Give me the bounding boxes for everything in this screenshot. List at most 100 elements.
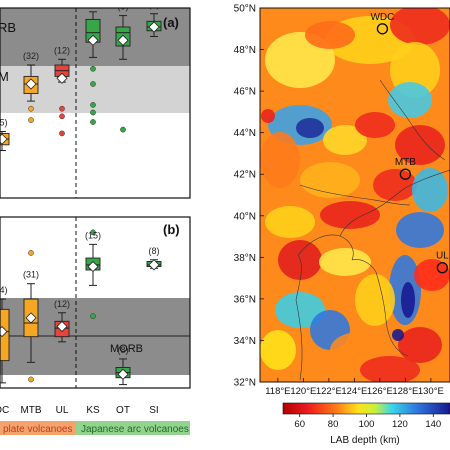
lab-anomaly [398,327,442,363]
box-ot: (9) [115,8,131,133]
station-label: MTB [395,157,416,168]
x-tick-label: 128°E [392,386,418,397]
mean-marker [117,34,129,46]
lab-anomaly [265,206,315,238]
mean-marker [0,326,8,338]
lab-anomaly [360,356,420,382]
box-ul: (12) [54,299,70,343]
legend-strip-intraplate [0,421,76,435]
n-label: (15) [85,230,101,240]
lab-anomaly [278,240,322,280]
lab-anomaly [323,125,367,155]
outlier-point [28,376,34,383]
n-label: (5) [0,118,8,128]
n-label: (32) [23,51,39,61]
box-si: (8) [146,246,162,271]
band-label-morb: MORB [110,343,143,355]
n-label: (18) [85,0,101,8]
band-label-rb: RB [0,20,16,35]
map-frame [259,7,450,383]
lab-anomaly [388,82,432,118]
lab-anomaly [401,282,415,318]
outlier-point [90,102,96,108]
box-mtb: (31) [23,250,39,383]
outlier-point [59,105,65,112]
colorbar [282,402,450,415]
outlier-point [28,117,34,123]
outlier-point [28,105,34,112]
box-dc: (5) [0,118,10,151]
mean-marker [148,21,160,33]
y-tick-label: 36°N [234,294,256,305]
lab-anomaly [414,259,450,291]
cb-tick-label: 60 [294,419,305,430]
station-label: WDC [370,12,394,23]
y-tick-label: 46°N [234,87,256,98]
outlier-point [120,126,126,133]
mean-marker [25,312,37,324]
n-label: (12) [54,299,70,309]
coastline [379,79,446,161]
x-tick-label: KS [86,405,100,416]
panel-label-b: (b) [163,222,180,237]
colorbar-ticks: 60 80 100 120 140 [294,414,441,430]
outlier-point [90,119,96,125]
x-tick-label: 120°E [290,386,316,397]
n-label: (8) [149,246,160,256]
lab-depth-map: WDC MTB UL [260,8,450,382]
n-label: (8) [149,0,160,10]
x-tick-label: 126°E [367,386,393,397]
n-label: (8) [118,345,129,355]
outlier-point [90,109,96,116]
n-label: (31) [23,270,39,280]
legend-arc-label: Japanese arc volcanoes [81,424,189,435]
lab-anomaly [260,330,296,370]
box-dc: (4) [0,285,10,384]
box-ul: (12) [54,45,70,137]
mean-marker [25,78,37,90]
x-tick-label: MTB [20,405,41,416]
outlier-point [90,229,96,236]
lab-anomaly [275,292,325,328]
lab-anomaly [300,162,360,198]
lab-anomaly [396,212,444,248]
mean-marker [148,259,160,271]
station-marker [399,168,412,180]
lab-anomaly [260,132,300,188]
station-marker [436,262,449,274]
lab-anomaly [355,274,395,326]
x-tick-label: DC [0,405,9,416]
map-x-ticks: 118°E 120°E 122°E 124°E 126°E 128°E 130°E [265,378,444,397]
panel-a-frame [0,7,191,199]
station-marker [376,23,389,35]
x-tick-label: SI [149,405,158,416]
lab-anomaly [320,201,380,229]
y-tick-label: 44°N [234,128,256,139]
panel-b: MORB (4) (31) (12) (15) (8) (8) [0,229,190,386]
y-tick-label: 34°N [234,336,256,347]
cb-tick-label: 80 [328,419,339,430]
coastline [404,169,450,189]
lab-anomaly [373,169,417,201]
y-tick-label: 42°N [234,170,256,181]
x-tick-label: 130°E [418,386,444,397]
lab-anomaly [355,112,395,138]
cb-tick-label: 100 [359,419,375,430]
coastline [295,254,303,381]
lab-anomaly [261,109,275,123]
box-x-ticks: DC MTB UL KS OT SI [0,405,159,416]
lab-anomaly [390,8,450,45]
x-tick-label: OT [116,405,130,416]
box-ot: (8) [115,345,131,386]
mean-marker [0,133,8,145]
y-tick-label: 50°N [234,4,256,15]
mean-marker [117,368,129,380]
outlier-point [90,65,96,72]
station-label: UL [436,251,449,262]
lab-anomaly [296,118,324,138]
x-tick-label: 122°E [316,386,342,397]
box-mtb: (32) [23,51,39,123]
lab-anomaly [392,329,404,341]
n-label: (4) [0,285,8,295]
